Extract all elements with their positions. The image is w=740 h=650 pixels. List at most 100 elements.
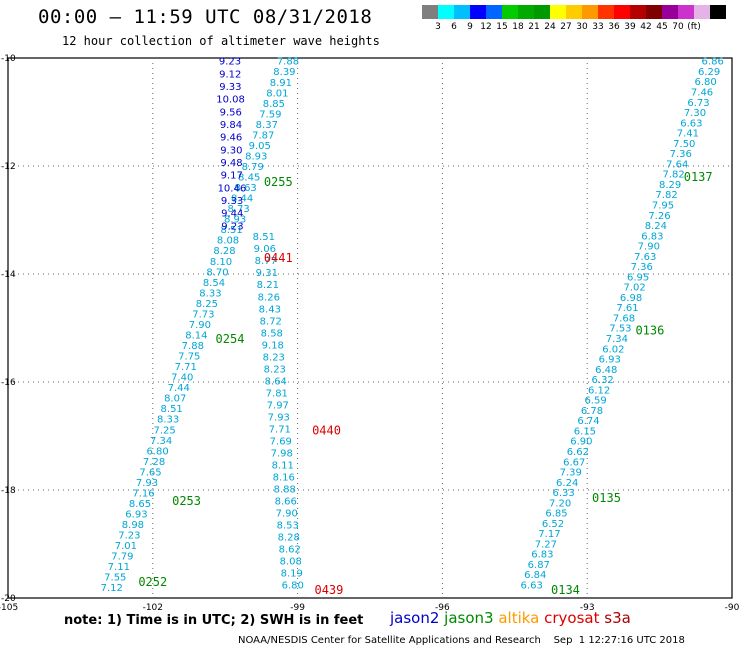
wave-height-label: 8.24	[645, 221, 667, 232]
wave-height-label: 6.63	[680, 118, 702, 129]
satellite-legend: jason2 jason3 altika cryosat s3a	[390, 609, 631, 627]
wave-height-label: 6.32	[592, 375, 614, 386]
wave-height-label: 7.90	[638, 242, 660, 253]
wave-height-label: 6.95	[627, 272, 649, 283]
scale-label: 3	[435, 22, 441, 32]
pass-label: 0255	[264, 175, 293, 189]
pass-label: 0254	[216, 332, 245, 346]
scale-label: (ft)	[687, 22, 701, 32]
wave-height-label: 6.93	[599, 355, 621, 366]
wave-height-label: 8.54	[203, 278, 225, 289]
wave-height-label: 8.51	[220, 225, 242, 236]
wave-height-label: 7.01	[115, 541, 137, 552]
wave-height-label: 6.84	[524, 570, 546, 581]
wave-height-label: 8.01	[266, 88, 288, 99]
wave-height-label: 9.17	[221, 171, 243, 182]
wave-height-label: 7.36	[670, 149, 692, 160]
wave-height-label: 8.33	[157, 415, 179, 426]
wave-height-label: 6.83	[531, 550, 553, 561]
pass-label: 0253	[172, 494, 201, 508]
plot-frame	[7, 57, 733, 599]
wave-height-label: 7.34	[606, 334, 628, 345]
wave-height-label: 8.10	[210, 257, 232, 268]
wave-height-label: 7.17	[538, 529, 560, 540]
wave-height-label: 9.12	[219, 69, 241, 80]
x-tick-label: -102	[143, 603, 163, 613]
legend-item-jason2: jason2	[390, 609, 445, 627]
legend-item-altika: altika	[498, 609, 545, 627]
wave-height-label: 9.44	[221, 209, 243, 220]
scale-label: 42	[640, 22, 652, 32]
scale-label: 33	[592, 22, 604, 32]
wave-height-label: 6.74	[577, 416, 599, 427]
scale-swatch	[470, 5, 486, 19]
wave-height-label: 6.80	[146, 446, 168, 457]
wave-height-label: 7.63	[634, 252, 656, 263]
scale-label: 6	[451, 22, 457, 32]
wave-height-label: 8.43	[259, 304, 281, 315]
note-text: note: 1) Time is in UTC; 2) SWH is in fe…	[64, 613, 364, 628]
wave-height-label: 8.33	[199, 288, 221, 299]
wave-height-label: 8.66	[275, 496, 297, 507]
wave-height-label: 9.23	[221, 221, 243, 232]
wave-height-label: 8.37	[256, 120, 278, 131]
wave-height-label: 8.08	[280, 556, 302, 567]
y-tick-label: -14	[1, 270, 16, 280]
wave-height-label: 8.72	[260, 316, 282, 327]
wave-height-label: 6.33	[553, 488, 575, 499]
scale-swatch	[534, 5, 550, 19]
wave-height-label: 8.07	[164, 394, 186, 405]
wave-height-label: 6.83	[641, 231, 663, 242]
page-subtitle: 12 hour collection of altimeter wave hei…	[62, 34, 380, 48]
pass-label: 0440	[312, 424, 341, 438]
wave-height-label: 7.36	[631, 262, 653, 273]
y-tick-label: -12	[1, 162, 16, 172]
wave-height-label: 6.80	[282, 581, 304, 592]
wave-height-label: 6.59	[584, 396, 606, 407]
wave-height-label: 7.75	[178, 352, 200, 363]
legend-item-s3a: s3a	[604, 609, 631, 627]
wave-height-label: 8.29	[659, 180, 681, 191]
wave-height-label: 7.02	[623, 283, 645, 294]
scale-swatch	[598, 5, 614, 19]
scale-label: 36	[608, 22, 620, 32]
wave-height-label: 7.87	[252, 130, 274, 141]
pass-label: 0252	[138, 575, 167, 589]
wave-height-label: 8.58	[261, 328, 283, 339]
wave-height-label: 6.62	[567, 447, 589, 458]
wave-height-label: 7.93	[136, 478, 158, 489]
wave-height-label: 7.27	[535, 539, 557, 550]
wave-height-label: 8.93	[245, 151, 267, 162]
scale-swatch	[694, 5, 710, 19]
scale-label: 15	[496, 22, 508, 32]
wave-height-label: 7.61	[616, 303, 638, 314]
wave-height-label: 9.23	[219, 57, 241, 68]
wave-height-label: 6.78	[581, 406, 603, 417]
wave-height-label: 7.25	[153, 425, 175, 436]
wave-height-label: 6.90	[570, 437, 592, 448]
scale-swatch	[486, 5, 502, 19]
scale-label: 21	[528, 22, 540, 32]
scale-swatch	[646, 5, 662, 19]
pass-label: 0136	[635, 324, 664, 338]
wave-height-label: 6.29	[698, 67, 720, 78]
wave-height-label: 6.80	[694, 77, 716, 88]
wave-height-label: 7.46	[691, 88, 713, 99]
wave-height-label: 7.79	[111, 552, 133, 563]
scale-label: 24	[544, 22, 556, 32]
wave-height-label: 9.18	[262, 340, 284, 351]
pass-label: 0439	[314, 583, 343, 597]
wave-height-label: 7.90	[189, 320, 211, 331]
page-title: 00:00 – 11:59 UTC 08/31/2018	[38, 6, 373, 28]
wave-height-label: 7.12	[101, 583, 123, 594]
wave-height-label: 8.98	[122, 520, 144, 531]
x-tick-label: -93	[580, 603, 595, 613]
x-tick-label: -90	[725, 603, 740, 613]
wave-height-label: 6.15	[574, 426, 596, 437]
scale-swatch	[678, 5, 694, 19]
wave-height-label: 7.90	[276, 508, 298, 519]
wave-height-label: 6.52	[542, 519, 564, 530]
wave-height-label: 8.44	[231, 194, 253, 205]
scale-swatch	[630, 5, 646, 19]
wave-height-label: 8.51	[253, 232, 275, 243]
